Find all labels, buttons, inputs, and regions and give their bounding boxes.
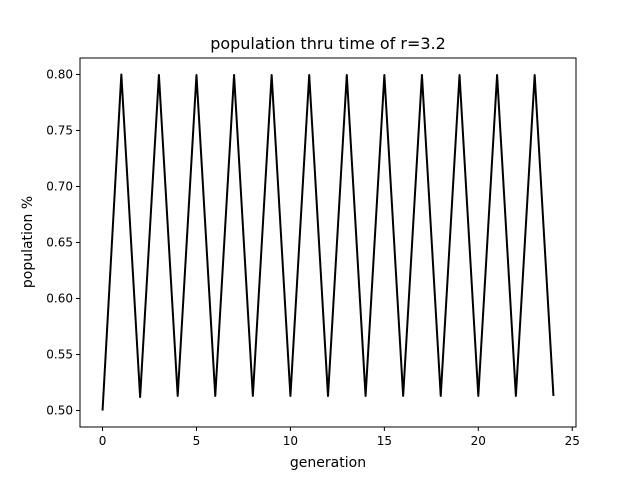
series-line-0	[101, 73, 555, 411]
x-tick-label: 25	[565, 434, 580, 448]
y-tick-label: 0.80	[46, 67, 73, 81]
plot-area: 0 5 10 15 20 25 0.50 0.55 0.60 0.65 0.70 0.75 0.80	[46, 57, 580, 448]
chart-title: population thru time of r=3.2	[210, 34, 446, 53]
x-tick-label: 20	[471, 434, 486, 448]
y-tick-label: 0.65	[46, 236, 73, 250]
x-tick-label: 5	[193, 434, 201, 448]
y-axis-label: population %	[20, 196, 36, 288]
y-tick-label: 0.75	[46, 123, 73, 137]
x-tick-label: 10	[283, 434, 298, 448]
x-tick-label: 0	[99, 434, 107, 448]
y-tick-label: 0.55	[46, 348, 73, 362]
x-tick-label: 15	[377, 434, 392, 448]
y-tick-label: 0.60	[46, 292, 73, 306]
x-axis-label: generation	[290, 455, 366, 471]
y-tick-label: 0.70	[46, 179, 73, 193]
y-tick-label: 0.50	[46, 404, 73, 418]
